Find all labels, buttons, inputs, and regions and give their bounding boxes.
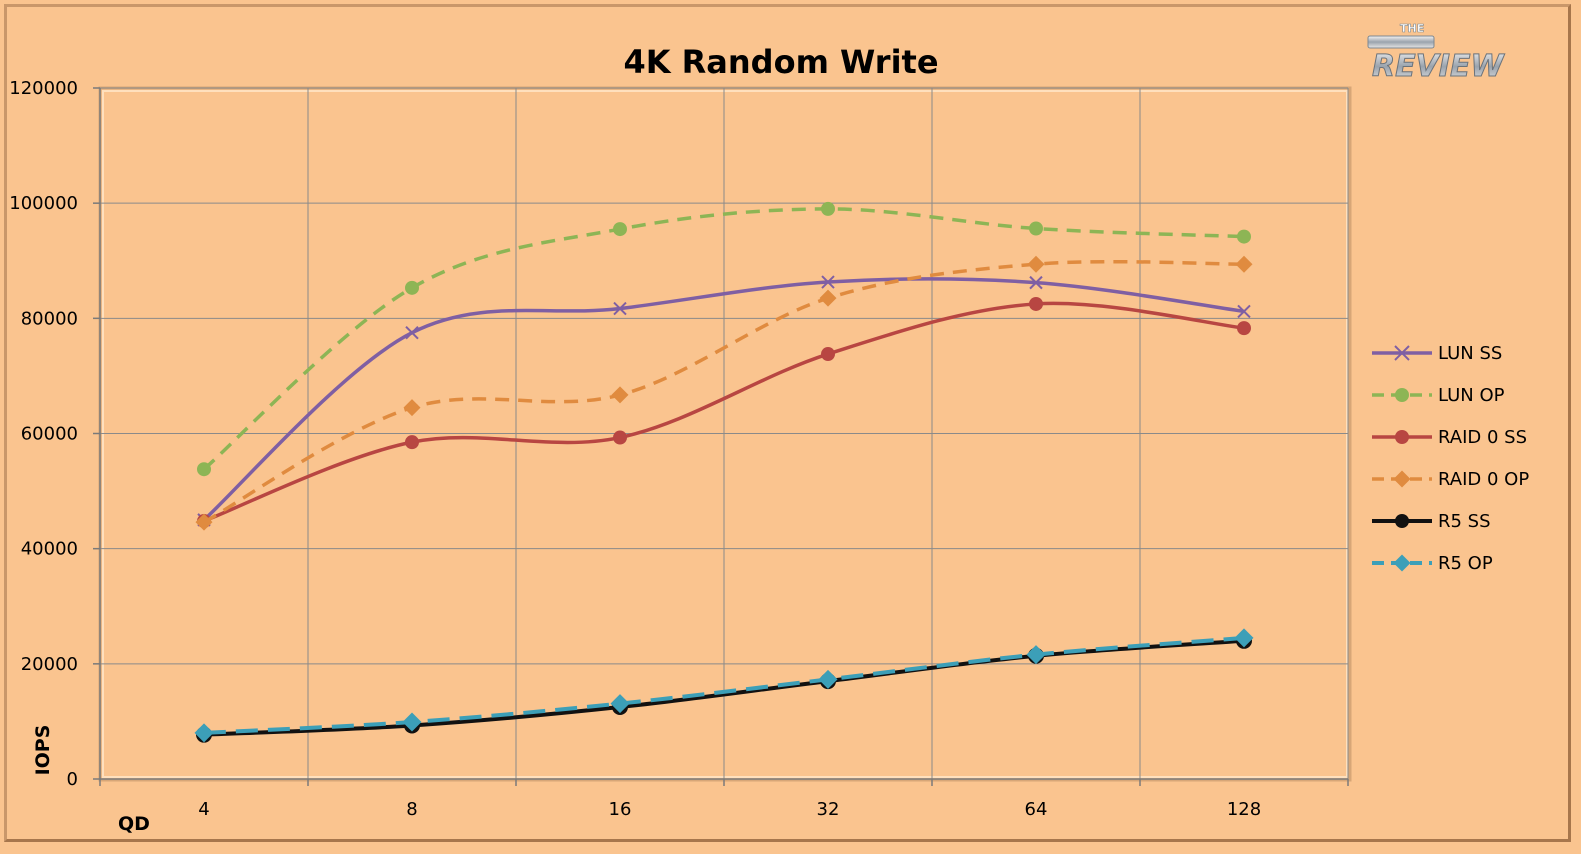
- data-point: [1395, 430, 1409, 444]
- data-point: [1026, 645, 1046, 665]
- data-point: [403, 399, 421, 417]
- x-tick-label: 64: [1025, 799, 1048, 820]
- legend-label: RAID 0 SS: [1438, 427, 1527, 448]
- chart-title: 4K Random Write: [623, 43, 938, 81]
- data-point: [1394, 345, 1410, 361]
- data-point: [1235, 255, 1253, 273]
- site-logo: THE REVIEW: [1367, 22, 1506, 85]
- data-point: [197, 462, 211, 477]
- legend-item: LUN OP: [1372, 385, 1505, 406]
- data-point: [1393, 554, 1411, 572]
- series-line: [203, 635, 1245, 735]
- logo-main-text: REVIEW: [1372, 49, 1505, 84]
- chart-frame: [4, 4, 1571, 842]
- data-point: [613, 222, 627, 237]
- x-tick-label: 32: [817, 799, 840, 820]
- x-tick-label: 128: [1227, 799, 1261, 820]
- data-point: [405, 435, 419, 450]
- y-tick-label: 100000: [9, 193, 78, 214]
- data-point: [1393, 470, 1411, 488]
- x-axis-label: QD: [118, 813, 150, 835]
- legend-item: RAID 0 SS: [1372, 427, 1527, 448]
- series-lun-op: [197, 201, 1251, 477]
- data-point: [1027, 255, 1045, 273]
- x-tick-label: 16: [609, 799, 632, 820]
- data-point: [613, 301, 627, 316]
- y-tick-label: 60000: [21, 424, 78, 445]
- series-layer: [194, 201, 1254, 743]
- data-point: [1029, 275, 1043, 290]
- data-point: [821, 275, 835, 289]
- data-point: [818, 669, 838, 689]
- data-point: [819, 289, 837, 307]
- y-tick-labels: 0 20000 40000 60000 80000 100000 120000: [9, 78, 78, 790]
- y-tick-label: 40000: [21, 539, 78, 560]
- legend-item: R5 OP: [1372, 553, 1493, 574]
- series-line: [202, 277, 1245, 522]
- series-line: [203, 259, 1245, 524]
- legend-label: R5 SS: [1438, 511, 1491, 532]
- data-point: [195, 513, 213, 531]
- axes: [93, 87, 1349, 786]
- series-raid-0-op: [195, 255, 1253, 531]
- data-point: [1237, 321, 1251, 336]
- series-line: [203, 638, 1245, 737]
- legend-item: LUN SS: [1372, 343, 1502, 364]
- data-point: [405, 326, 419, 340]
- legend-label: LUN SS: [1438, 343, 1502, 364]
- data-point: [821, 201, 835, 216]
- legend-label: RAID 0 OP: [1438, 469, 1529, 490]
- data-point: [610, 694, 630, 714]
- y-tick-label: 0: [67, 769, 78, 790]
- logo-top-text: THE: [1400, 22, 1424, 35]
- data-point: [402, 712, 422, 732]
- data-point: [1237, 304, 1251, 319]
- data-point: [821, 347, 835, 362]
- legend-item: RAID 0 OP: [1372, 469, 1529, 490]
- series-r5-op: [194, 628, 1254, 743]
- y-tick-label: 20000: [21, 654, 78, 675]
- legend-item: R5 SS: [1372, 511, 1491, 532]
- data-point: [611, 386, 629, 404]
- x-tick-labels: 4 8 16 32 64 128: [198, 799, 1261, 820]
- legend-label: R5 OP: [1438, 553, 1493, 574]
- data-point: [613, 430, 627, 445]
- y-axis-label: IOPS: [32, 725, 54, 776]
- data-point: [1395, 388, 1409, 402]
- gridlines: [99, 87, 1349, 780]
- data-point: [194, 723, 214, 743]
- x-tick-label: 4: [198, 799, 209, 820]
- y-tick-label: 80000: [21, 308, 78, 329]
- legend: LUN SS LUN OP RAID 0 SS RAID 0 OP R5 SS R5 OP: [1372, 343, 1529, 574]
- data-point: [405, 280, 419, 295]
- data-point: [1395, 514, 1409, 528]
- x-tick-label: 8: [406, 799, 417, 820]
- logo-ssd-badge: [1367, 35, 1435, 49]
- data-point: [1029, 296, 1043, 311]
- data-point: [1237, 229, 1251, 244]
- series-line: [203, 301, 1245, 523]
- data-point: [1029, 221, 1043, 236]
- series-line: [202, 207, 1245, 471]
- legend-label: LUN OP: [1438, 385, 1505, 406]
- y-tick-label: 120000: [9, 78, 78, 99]
- data-point: [1234, 628, 1254, 648]
